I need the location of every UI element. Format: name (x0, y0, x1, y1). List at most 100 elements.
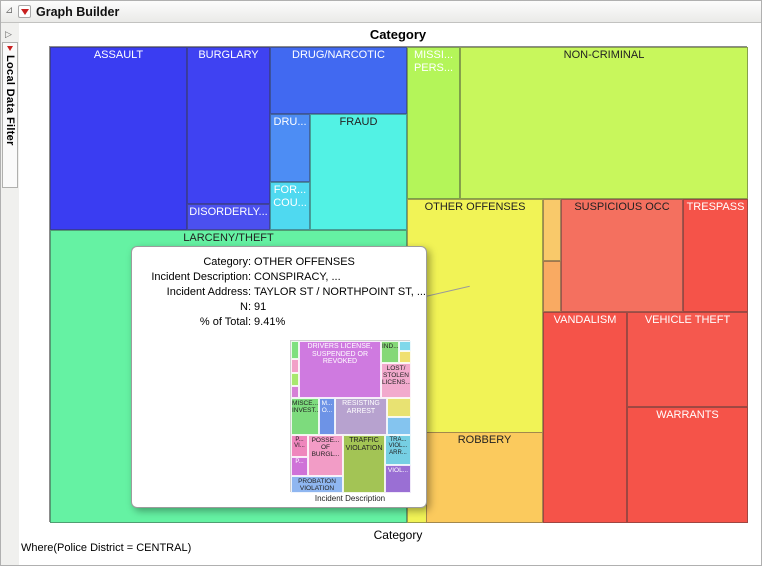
treemap-cell-mini-g (387, 398, 411, 417)
treemap-cell-traffic-violation: TRAFFIC VIOLATION (343, 435, 385, 493)
treemap-cell-vehicle-theft[interactable]: VEHICLE THEFT (627, 312, 748, 407)
treemap-cell-label: MISCE... INVEST... (292, 400, 319, 415)
treemap-cell-label: TRAFFIC VIOLATION (345, 437, 383, 452)
treemap-cell-mini-e (399, 341, 411, 351)
red-triangle-glyph (20, 8, 29, 15)
where-clause: Where(Police District = CENTRAL) (21, 542, 192, 554)
filter-red-triangle-icon[interactable] (7, 46, 13, 51)
treemap-cell-fraud[interactable]: FRAUD (310, 114, 407, 230)
treemap-cell-label: VEHICLE THEFT (644, 314, 731, 326)
treemap-cell-suspicious-occ[interactable]: SUSPICIOUS OCC (561, 199, 683, 312)
treemap-cell-ind: IND... (381, 341, 399, 363)
tooltip-row: Incident Address: TAYLOR ST / NORTHPOINT… (138, 285, 426, 300)
treemap-cell-label: M... O... (321, 400, 333, 415)
tooltip-label: Incident Address: (166, 286, 252, 298)
treemap-cell-label: ASSAULT (93, 49, 144, 61)
treemap-cell-small-1[interactable] (543, 199, 561, 261)
title-bar: ⊿ Graph Builder (1, 1, 761, 23)
treemap-cell-missing-person[interactable]: MISSI... PERS... (407, 47, 460, 199)
treemap-cell-label: IND... (382, 343, 399, 350)
treemap-cell-probation-violation: PROBATION VIOLATION (291, 476, 343, 493)
treemap-cell-drivers-license-suspended-or-revoked: DRIVERS LICENSE, SUSPENDED OR REVOKED (299, 341, 381, 398)
outline-disclosure-icon[interactable]: ⊿ (5, 5, 14, 16)
treemap-cell-vandalism[interactable]: VANDALISM (543, 312, 627, 523)
treemap-cell-trespass[interactable]: TRESPASS (683, 199, 748, 312)
treemap-cell-label: LARCENY/THEFT (183, 232, 274, 244)
mini-treemap-preview: DRIVERS LICENSE, SUSPENDED OR REVOKED IND… (290, 340, 411, 493)
treemap-cell-label: DRUG/NARCOTIC (292, 49, 385, 61)
treemap-cell-mini-a (291, 341, 299, 359)
treemap-cell-warrants[interactable]: WARRANTS (627, 407, 748, 523)
x-axis-label: Category (373, 528, 423, 542)
tooltip-row: N: 91 (138, 300, 426, 315)
tooltip-value: 91 (254, 301, 267, 313)
tooltip-row: Category: OTHER OFFENSES (138, 255, 426, 270)
tooltip-label: N: (240, 301, 252, 313)
treemap-cell-disorderly-conduct[interactable]: DISORDERLY... (187, 204, 270, 230)
treemap-cell-label: SUSPICIOUS OCC (574, 201, 670, 213)
treemap-cell-label: DRU... (273, 116, 307, 128)
treemap-cell-label: LOST/ STOLEN LICENS... (382, 365, 411, 387)
treemap-cell-label: WARRANTS (656, 409, 719, 421)
treemap-cell-drug-narcotic[interactable]: DRUG/NARCOTIC (270, 47, 407, 114)
treemap-cell-dru[interactable]: DRU... (270, 114, 310, 182)
treemap-cell-assault[interactable]: ASSAULT (50, 47, 187, 230)
treemap-cell-misce-invest: MISCE... INVEST... (291, 398, 319, 435)
treemap-cell-mini-c (291, 373, 299, 386)
treemap-cell-mini-d (291, 386, 299, 398)
treemap-cell-posse-of-burgl: POSSE... OF BURGL... (308, 435, 343, 476)
treemap-cell-label: OTHER OFFENSES (424, 201, 526, 213)
tooltip-value: CONSPIRACY, ... (254, 271, 341, 283)
treemap-cell-burglary[interactable]: BURGLARY (187, 47, 270, 204)
treemap-cell-label: RESISTING ARREST (342, 400, 380, 415)
expand-panel-icon[interactable]: ▷ (5, 29, 12, 39)
tooltip-row: % of Total: 9.41% (138, 315, 426, 330)
red-triangle-menu-icon[interactable] (18, 5, 31, 18)
treemap-cell-label: VIOL... (387, 467, 409, 474)
treemap-cell-label: FOR... COU... (273, 184, 307, 209)
tooltip-label: Category: (203, 256, 252, 268)
treemap-cell-label: MISSI... PERS... (413, 49, 454, 74)
left-rail: ▷ Local Data Filter (1, 23, 19, 565)
treemap-cell-viol: VIOL... (385, 465, 411, 493)
treemap-cell-label: VANDALISM (553, 314, 617, 326)
treemap-cell-resisting-arrest: RESISTING ARREST (335, 398, 387, 435)
mini-treemap-caption: Incident Description (314, 494, 386, 503)
tooltip-table: Category: OTHER OFFENSES Incident Descri… (138, 255, 426, 330)
treemap-cell-label: DRIVERS LICENSE, SUSPENDED OR REVOKED (307, 343, 373, 366)
treemap-cell-label: ROBBERY (457, 434, 512, 446)
tooltip-label: Incident Description: (151, 271, 252, 283)
treemap-cell-label: P... (295, 459, 304, 465)
treemap-cell-small-2[interactable] (543, 261, 561, 312)
graph-title: Category (369, 27, 427, 42)
treemap-cell-non-criminal[interactable]: NON-CRIMINAL (460, 47, 748, 199)
treemap-cell-mini-f (399, 351, 411, 363)
treemap-cell-label: DISORDERLY... (189, 206, 268, 218)
treemap-cell-label: BURGLARY (198, 49, 259, 61)
treemap-cell-for-cou[interactable]: FOR... COU... (270, 182, 310, 230)
tooltip-value: OTHER OFFENSES (254, 256, 355, 268)
treemap-cell-p-vi: P... VI... (291, 435, 308, 457)
tooltip-label: % of Total: (199, 316, 252, 328)
window-title: Graph Builder (36, 5, 120, 19)
treemap-cell-p2: P... (291, 457, 308, 476)
treemap-cell-lost-stolen-licens: LOST/ STOLEN LICENS... (381, 363, 411, 398)
treemap-cell-label: TRESPASS (686, 201, 745, 213)
treemap-cell-label: NON-CRIMINAL (563, 49, 645, 61)
tooltip-row: Incident Description: CONSPIRACY, ... (138, 270, 426, 285)
local-data-filter-label: Local Data Filter (4, 55, 16, 146)
tooltip-value: 9.41% (254, 316, 286, 328)
treemap-cell-tra-viol-arr: TRA... VIOL... ARR... (385, 435, 411, 465)
treemap-cell-mini-h (387, 417, 411, 435)
tooltip-value: TAYLOR ST / NORTHPOINT ST, ... (254, 286, 426, 298)
treemap-cell-label: TRA... VIOL... ARR... (388, 437, 408, 456)
treemap-cell-label: PROBATION VIOLATION (298, 478, 336, 493)
treemap-cell-m-o: M... O... (319, 398, 335, 435)
treemap-cell-label: POSSE... OF BURGL... (311, 437, 340, 459)
treemap-cell-label: FRAUD (339, 116, 378, 128)
local-data-filter-strip[interactable]: Local Data Filter (2, 42, 18, 188)
treemap-cell-robbery[interactable]: ROBBERY (426, 432, 543, 523)
treemap-cell-mini-b (291, 359, 299, 373)
hover-tooltip: Category: OTHER OFFENSES Incident Descri… (131, 246, 427, 508)
